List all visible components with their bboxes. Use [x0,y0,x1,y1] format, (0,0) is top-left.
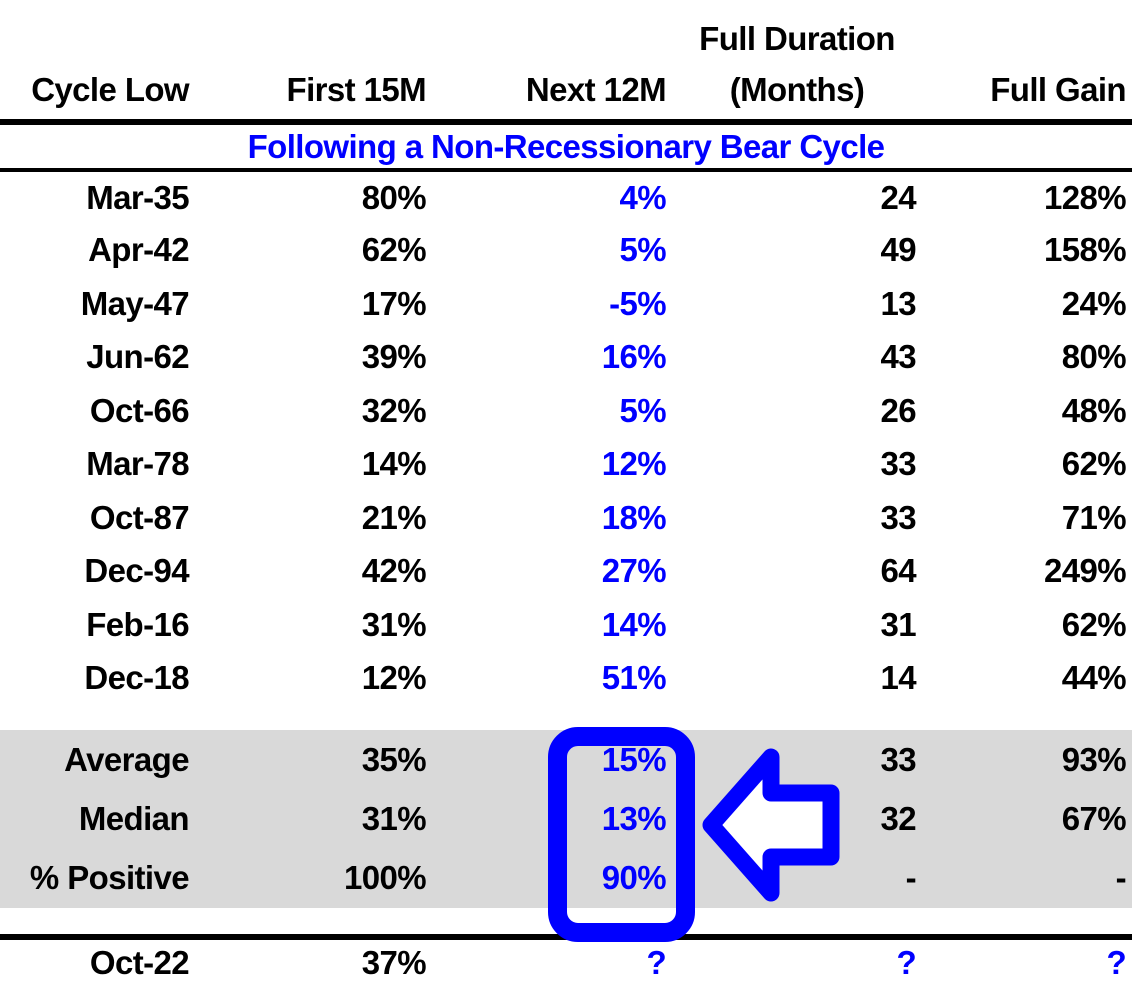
table-row: Jun-62 39% 16% 43 80% [0,331,1132,385]
cell-cycle-low: Apr-42 [88,231,190,269]
cell-next-12m: 5% [619,231,667,269]
col-header-first-15m: First 15M [286,70,427,108]
cell-full-gain: 249% [1043,552,1127,590]
cell-next-12m: 90% [601,859,667,897]
summary-row-average: Average 35% 15% 33 93% [0,730,1132,790]
cell-full-gain: 48% [1061,391,1127,429]
cell-next-12m: 27% [601,552,667,590]
col-header-full-duration-line1: Full Duration [699,20,895,57]
cell-full-gain: 44% [1061,659,1127,697]
section-title-row: Following a Non-Recessionary Bear Cycle [0,119,1132,172]
cell-next-12m: 12% [601,445,667,483]
cell-next-12m: 15% [601,740,667,778]
cell-duration: 33 [880,740,916,778]
table-row: Mar-35 80% 4% 24 128% [0,170,1132,224]
cell-full-gain: 128% [1043,178,1127,216]
cell-full-gain: 24% [1061,284,1127,322]
spacer-row [0,908,1132,937]
cell-cycle-low: Oct-87 [89,498,190,536]
current-cycle-row: Oct-22 37% ? ? ? [0,933,1132,986]
col-header-cycle-low: Cycle Low [31,70,189,108]
cell-duration: 64 [880,552,916,590]
cell-full-gain: 67% [1061,799,1127,837]
table-row: Apr-42 62% 5% 49 158% [0,224,1132,278]
col-header-next-12m: Next 12M [525,70,667,108]
cell-cycle-low: Mar-35 [86,178,189,216]
cell-cycle-low: Jun-62 [86,338,189,376]
table-row: Oct-87 21% 18% 33 71% [0,491,1132,545]
cell-duration: 24 [880,178,916,216]
table-row: Mar-78 14% 12% 33 62% [0,438,1132,492]
section-title: Following a Non-Recessionary Bear Cycle [0,119,1132,172]
cell-next-12m: 5% [619,391,667,429]
cell-duration: 13 [880,284,916,322]
cell-first-15m: 100% [343,859,427,897]
cell-cycle-low: Oct-66 [89,391,190,429]
cell-cycle-low: Feb-16 [86,605,189,643]
spacer-row [0,705,1132,730]
cell-first-15m: 12% [361,659,427,697]
cell-full-gain: 158% [1043,231,1127,269]
cell-cycle-low: Oct-22 [0,933,195,986]
cell-duration: 26 [880,391,916,429]
cell-first-15m: 62% [361,231,427,269]
cell-first-15m: 37% [195,933,430,986]
header-row: Cycle Low First 15M Next 12M (Months) Fu… [0,60,1132,122]
cell-full-gain: ? [922,933,1132,986]
cell-next-12m: 18% [601,498,667,536]
cell-next-12m: 4% [619,178,667,216]
cell-summary-label: Average [64,740,189,778]
cell-first-15m: 35% [361,740,427,778]
cell-duration: 32 [880,799,916,837]
header-row-top: Full Duration [0,0,1132,60]
cell-summary-label: % Positive [29,859,190,897]
cell-next-12m: 51% [601,659,667,697]
cell-full-gain: 93% [1061,740,1127,778]
cell-next-12m: 14% [601,605,667,643]
cell-duration: 33 [880,445,916,483]
col-header-full-gain: Full Gain [990,70,1126,108]
table-row: Dec-94 42% 27% 64 249% [0,545,1132,599]
cell-duration: - [905,859,917,897]
cell-first-15m: 31% [361,799,427,837]
cell-duration: 33 [880,498,916,536]
cell-first-15m: 31% [361,605,427,643]
cell-next-12m: ? [430,933,672,986]
cell-next-12m: 13% [601,799,667,837]
cell-first-15m: 80% [361,178,427,216]
cell-full-gain: 62% [1061,445,1127,483]
cell-first-15m: 32% [361,391,427,429]
summary-row-median: Median 31% 13% 32 67% [0,789,1132,849]
cell-cycle-low: Mar-78 [86,445,189,483]
cell-duration: ? [672,933,922,986]
cell-cycle-low: May-47 [80,284,190,322]
table-row: May-47 17% -5% 13 24% [0,277,1132,331]
cell-duration: 14 [880,659,916,697]
cell-first-15m: 39% [361,338,427,376]
table-row: Dec-18 12% 51% 14 44% [0,652,1132,706]
table-row: Feb-16 31% 14% 31 62% [0,598,1132,652]
cell-first-15m: 21% [361,498,427,536]
cell-first-15m: 14% [361,445,427,483]
cell-cycle-low: Dec-18 [84,659,189,697]
summary-row-percent-positive: % Positive 100% 90% - - [0,848,1132,908]
cell-summary-label: Median [78,799,190,837]
col-header-full-duration-line2: (Months) [729,70,865,108]
cell-full-gain: 71% [1061,498,1127,536]
cell-cycle-low: Dec-94 [84,552,189,590]
cell-next-12m: -5% [609,284,666,322]
cell-duration: 31 [880,605,916,643]
cell-first-15m: 42% [361,552,427,590]
cell-full-gain: 62% [1061,605,1127,643]
cell-full-gain: 80% [1061,338,1127,376]
table-row: Oct-66 32% 5% 26 48% [0,384,1132,438]
cell-full-gain: - [1115,859,1127,897]
cell-next-12m: 16% [601,338,667,376]
cell-duration: 49 [880,231,916,269]
cell-first-15m: 17% [361,284,427,322]
cell-duration: 43 [880,338,916,376]
